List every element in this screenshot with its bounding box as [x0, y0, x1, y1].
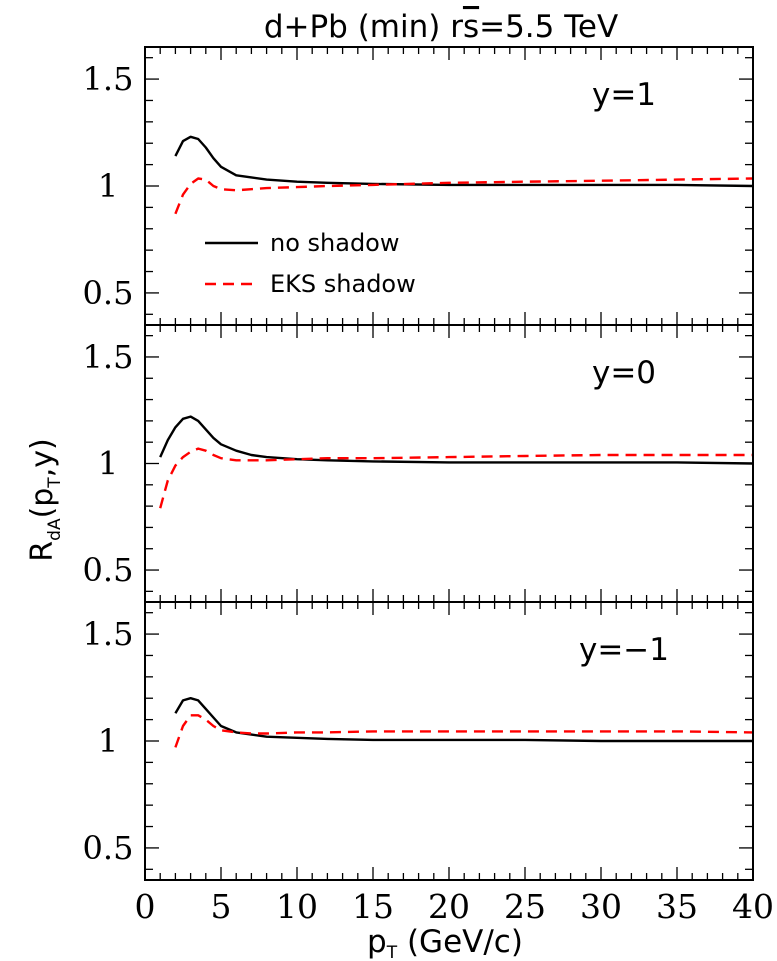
y-axis-label: RdA(pT,y) — [25, 438, 65, 561]
panel-frame — [144, 601, 754, 881]
x-tick-labels: 0 5 10 15 20 25 30 35 40 — [135, 887, 775, 926]
panel-label: y=−1 — [579, 632, 669, 668]
legend-label: no shadow — [270, 229, 400, 257]
y-tick-label: 0.5 — [83, 274, 134, 312]
panel-label: y=0 — [592, 355, 656, 391]
panel-label: y=1 — [592, 77, 656, 113]
title-sbar: s — [463, 9, 479, 45]
series-line-eks-shadow — [174, 177, 754, 215]
y-tick-label: 1 — [98, 445, 118, 483]
chart-title: d+Pb (min) rs=5.5 TeV — [264, 9, 618, 45]
x-tick-label: 20 — [428, 887, 470, 926]
y-tick-label: 1.5 — [83, 615, 134, 653]
y-tick-label: 0.5 — [83, 829, 134, 867]
series-line-eks-shadow — [174, 714, 754, 748]
x-tick-label: 5 — [211, 887, 232, 926]
plot-panels: 0.5 1 1.5 y=1 0.5 1 1.5 y=0 0.5 1 1.5 y=−1 — [83, 46, 754, 881]
x-tick-label: 40 — [732, 887, 774, 926]
legend: no shadow EKS shadow — [205, 229, 416, 298]
x-tick-label: 0 — [135, 887, 156, 926]
panel-3: 0.5 1 1.5 y=−1 — [83, 601, 754, 881]
x-tick-label: 10 — [276, 887, 318, 926]
y-tick-label: 1 — [98, 722, 118, 760]
panel-2: 0.5 1 1.5 y=0 — [83, 324, 754, 603]
svg-text:RdA(pT,y): RdA(pT,y) — [25, 438, 65, 561]
legend-label: EKS shadow — [270, 270, 416, 298]
x-tick-label: 30 — [580, 887, 622, 926]
y-tick-label: 1.5 — [83, 338, 134, 376]
series-line-no-shadow — [174, 135, 754, 188]
y-tick-label: 0.5 — [83, 551, 134, 589]
series-line-no-shadow — [159, 415, 754, 465]
series-line-no-shadow — [174, 697, 753, 743]
y-tick-label: 1 — [98, 167, 118, 205]
y-tick-label: 1.5 — [83, 60, 134, 98]
x-axis-label: pT (GeV/c) — [367, 924, 523, 961]
panel-1: 0.5 1 1.5 y=1 — [83, 46, 754, 326]
x-tick-label: 25 — [504, 887, 546, 926]
x-tick-label: 35 — [656, 887, 698, 926]
series-line-eks-shadow — [159, 447, 753, 509]
x-tick-label: 15 — [352, 887, 394, 926]
